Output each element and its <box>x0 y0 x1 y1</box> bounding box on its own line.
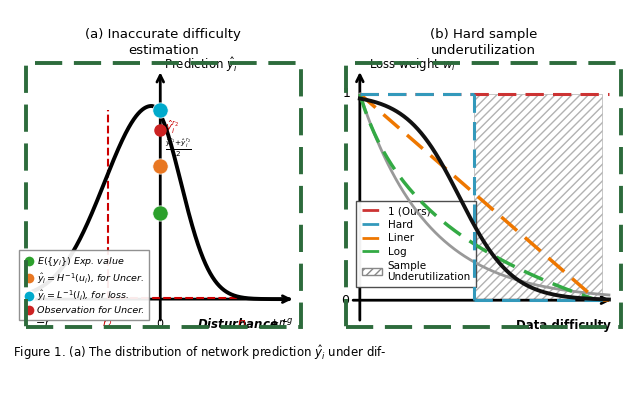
Text: $1$: $1$ <box>342 87 350 100</box>
Text: (a) Inaccurate difficulty: (a) Inaccurate difficulty <box>85 28 241 41</box>
Text: $\frac{\hat{y}_i^{r_1}\!+\!\hat{y}_i^{r_2}}{2}$: $\frac{\hat{y}_i^{r_1}\!+\!\hat{y}_i^{r_… <box>164 137 191 159</box>
Text: Disturbance $t^g$: Disturbance $t^g$ <box>197 317 294 331</box>
Text: $-r$: $-r$ <box>35 317 51 328</box>
Text: underutilization: underutilization <box>431 44 536 57</box>
Legend: 1 (Ours), Hard, Liner, Log, Sample
Underutilization: 1 (Ours), Hard, Liner, Log, Sample Under… <box>356 201 476 288</box>
Text: $0$: $0$ <box>341 294 350 307</box>
Text: Loss weight $w_i$: Loss weight $w_i$ <box>369 56 456 73</box>
Text: Figure 1. (a) The distribution of network prediction $\hat{y}_i$ under dif-: Figure 1. (a) The distribution of networ… <box>13 343 387 362</box>
Text: estimation: estimation <box>128 44 198 57</box>
Text: $\hat{y}_i^{r_2}$: $\hat{y}_i^{r_2}$ <box>164 119 179 136</box>
Text: $+r$: $+r$ <box>269 317 285 328</box>
Text: $0$: $0$ <box>156 317 164 329</box>
Text: Data difficulty: Data difficulty <box>516 319 611 332</box>
Text: $r_1$: $r_1$ <box>237 317 248 330</box>
Text: (b) Hard sample: (b) Hard sample <box>429 28 537 41</box>
Text: $r_2$: $r_2$ <box>102 317 113 330</box>
Legend: $E(\{y_i\})$ Exp. value, $\hat{y}_i$$=$$H^{-1}(u_i)$, for Uncer., $\hat{y}_i$$=$: $E(\{y_i\})$ Exp. value, $\hat{y}_i$$=$$… <box>19 250 149 320</box>
Text: Prediction $\hat{y}_i$: Prediction $\hat{y}_i$ <box>164 55 237 74</box>
